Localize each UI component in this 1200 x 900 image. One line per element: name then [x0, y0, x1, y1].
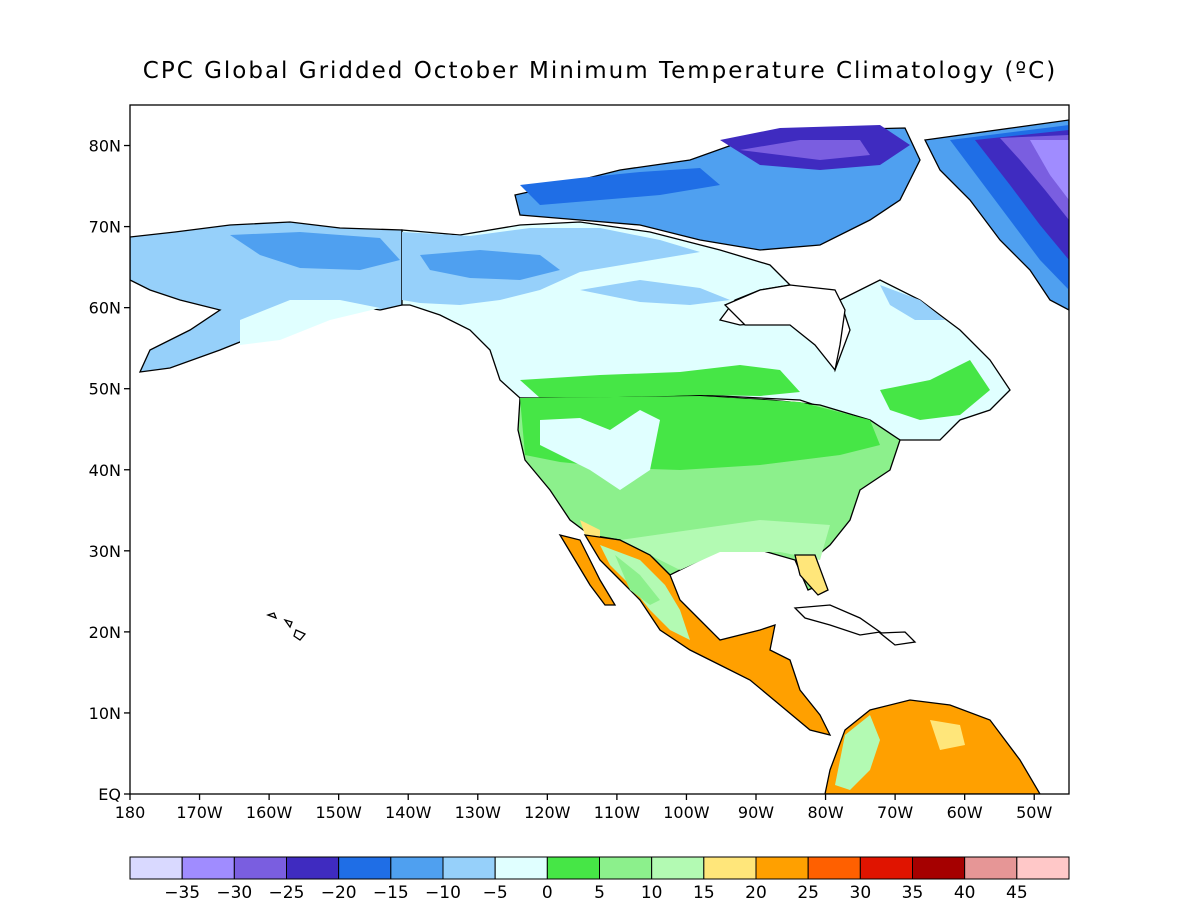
hudson-bay — [723, 284, 846, 372]
colorbar-swatch — [651, 856, 705, 880]
cuba-island — [793, 604, 882, 636]
lat-tick-label: 20N — [89, 623, 121, 642]
lon-tick-label: 60W — [947, 803, 983, 822]
colorbar-swatch — [181, 856, 235, 880]
lat-tick-label: 70N — [89, 218, 121, 237]
lat-tick-label: 30N — [89, 542, 121, 561]
colorbar-label: 45 — [1006, 883, 1028, 900]
colorbar-label: −15 — [373, 883, 409, 900]
colorbar-swatch — [233, 856, 287, 880]
colorbar-swatch — [964, 856, 1018, 880]
colorbar-swatch — [390, 856, 444, 880]
colorbar-label: −5 — [483, 883, 508, 900]
lon-tick-label: 130W — [455, 803, 502, 822]
hawaii-islands — [266, 612, 307, 641]
temperature-field — [130, 119, 1069, 794]
colorbar-label: −25 — [269, 883, 305, 900]
lon-tick-label: 80W — [807, 803, 843, 822]
south-america-region — [824, 699, 1041, 794]
colorbar-label: −20 — [321, 883, 357, 900]
colorbar-swatch — [546, 856, 600, 880]
colorbar-swatch — [442, 856, 496, 880]
colorbar-swatch — [338, 856, 392, 880]
colorbar-swatch — [807, 856, 861, 880]
plot-frame — [129, 104, 1070, 795]
colorbar-swatch — [703, 856, 757, 880]
colorbar-label: 30 — [850, 883, 872, 900]
lon-tick-label: 170W — [176, 803, 223, 822]
lon-tick-label: 140W — [385, 803, 432, 822]
lat-tick-label: 60N — [89, 299, 121, 318]
colorbar-label: −30 — [216, 883, 252, 900]
hispaniola-island — [878, 631, 917, 646]
lat-tick-label: 80N — [89, 137, 121, 156]
colorbar-label: −35 — [164, 883, 200, 900]
colorbar-swatch — [859, 856, 913, 880]
lat-tick-label: 40N — [89, 461, 121, 480]
colorbar-swatch — [599, 856, 653, 880]
lon-tick-label: 100W — [663, 803, 710, 822]
colorbar-label: 10 — [641, 883, 663, 900]
lon-tick-label: 160W — [246, 803, 293, 822]
colorbar-swatch — [912, 856, 966, 880]
colorbar-label: 0 — [542, 883, 553, 900]
lon-tick-label: 180 — [115, 803, 146, 822]
colorbar-swatch — [755, 856, 809, 880]
colorbar-label: 25 — [797, 883, 819, 900]
colorbar-label: 20 — [745, 883, 767, 900]
colorbar-label: 15 — [693, 883, 715, 900]
colorbar: −35 −30 −25 −20 −15 −10 −5 0 5 10 15 20 25 30 35 40 45 — [129, 856, 1070, 900]
colorbar-label: −10 — [425, 883, 461, 900]
map-title: CPC Global Gridded October Minimum Tempe… — [142, 58, 1058, 84]
florida-region — [794, 554, 829, 596]
lon-tick-label: 150W — [315, 803, 362, 822]
lat-tick-label: 50N — [89, 380, 121, 399]
colorbar-swatch — [494, 856, 548, 880]
lon-tick-label: 50W — [1016, 803, 1052, 822]
colorbar-label: 35 — [902, 883, 924, 900]
colorbar-label: 5 — [594, 883, 605, 900]
lon-tick-label: 70W — [877, 803, 913, 822]
lon-tick-label: 110W — [594, 803, 641, 822]
longitude-axis: 180 170W 160W 150W 140W 130W 120W 110W 100W 90W 80… — [115, 794, 1052, 822]
colorbar-swatch — [129, 856, 183, 880]
latitude-axis: EQ 10N 20N 30N 40N 50N 60N 70N 80N — [89, 137, 130, 804]
colorbar-label: 40 — [954, 883, 976, 900]
colorbar-swatch — [1016, 856, 1070, 880]
lat-tick-label: EQ — [98, 785, 121, 804]
lat-tick-label: 10N — [89, 704, 121, 723]
lon-tick-label: 90W — [738, 803, 774, 822]
colorbar-swatch — [286, 856, 340, 880]
lon-tick-label: 120W — [524, 803, 571, 822]
